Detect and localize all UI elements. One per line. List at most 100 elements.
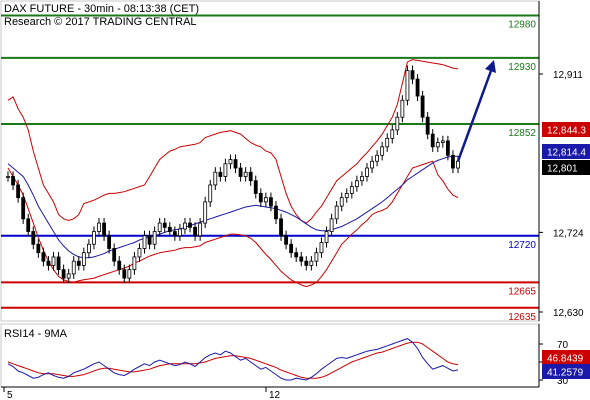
rsi-tick-label: 70 bbox=[557, 340, 569, 351]
candle-body bbox=[81, 252, 86, 266]
candle-body bbox=[380, 146, 385, 156]
candle-body bbox=[203, 201, 208, 224]
candle-body bbox=[198, 222, 203, 237]
candle-body bbox=[117, 260, 122, 271]
candle-body bbox=[137, 248, 142, 258]
level-label-12720: 12720 bbox=[508, 240, 536, 251]
candle-body bbox=[440, 140, 445, 144]
projection-arrow-shaft bbox=[456, 67, 494, 162]
candle-body bbox=[253, 180, 258, 194]
rsi-lines bbox=[7, 338, 459, 381]
candle-body bbox=[400, 99, 405, 118]
price-value-tags: 12,844.3 12,814.4 12,801 bbox=[542, 122, 590, 175]
candle-body bbox=[208, 184, 213, 203]
candle-body bbox=[430, 133, 435, 148]
rsi-tag-rsi bbox=[542, 364, 590, 379]
candle-body bbox=[445, 140, 450, 156]
candle-body bbox=[248, 171, 253, 182]
candle-body bbox=[56, 256, 61, 271]
candle-body bbox=[228, 159, 233, 165]
rsi-tick-label: 30 bbox=[557, 376, 569, 387]
candle-body bbox=[365, 167, 369, 177]
candle-body bbox=[122, 269, 127, 279]
candle-body bbox=[76, 260, 81, 266]
candle-body bbox=[162, 222, 167, 228]
candle-body bbox=[284, 235, 288, 245]
candle-body bbox=[11, 176, 15, 186]
x-tick-label: 5 bbox=[7, 390, 13, 400]
candle-body bbox=[425, 116, 430, 135]
candle-body bbox=[102, 222, 106, 237]
x-axis: 5 12 bbox=[1, 386, 539, 400]
candle-body bbox=[21, 197, 26, 220]
candle-body bbox=[269, 197, 273, 207]
rsi-value-tags: 46.8439 41.2579 bbox=[542, 350, 590, 379]
candle-body bbox=[410, 70, 415, 80]
candle-body bbox=[279, 218, 283, 237]
price-y-axis: 12,911 12,724 12,630 bbox=[538, 1, 584, 321]
chart-subtitle: Research © 2017 TRADING CENTRAL bbox=[4, 16, 197, 28]
candle-body bbox=[415, 78, 420, 97]
candle-body bbox=[213, 171, 218, 186]
level-label-12852: 12852 bbox=[508, 128, 536, 139]
candle-body bbox=[97, 222, 101, 232]
candle-body bbox=[86, 243, 91, 254]
candle-body bbox=[390, 129, 395, 139]
levels: 12980 12930 12852 12720 12665 12635 bbox=[1, 14, 539, 323]
candle-body bbox=[6, 176, 10, 178]
candle-body bbox=[223, 163, 228, 177]
candle-body bbox=[360, 176, 364, 182]
rsi-tag-label-rsi_ma: 46.8439 bbox=[547, 354, 584, 365]
candle-body bbox=[238, 167, 243, 177]
candle-body bbox=[233, 159, 238, 169]
candle-body bbox=[375, 154, 380, 162]
candle-body bbox=[157, 222, 162, 232]
candle-body bbox=[349, 186, 354, 194]
candle-body bbox=[299, 256, 304, 262]
candle-body bbox=[344, 193, 349, 199]
candle-body bbox=[243, 171, 248, 177]
candle-body bbox=[334, 205, 339, 220]
rsi-plot-area bbox=[0, 323, 540, 388]
projection-arrow bbox=[456, 60, 496, 162]
candle-body bbox=[112, 248, 117, 262]
candle-body bbox=[61, 269, 66, 279]
candle-body bbox=[218, 171, 223, 177]
candle-body bbox=[405, 70, 410, 101]
rsi-tag-label-rsi: 41.2579 bbox=[547, 368, 584, 379]
candle-body bbox=[324, 231, 329, 243]
x-tick-label: 12 bbox=[269, 390, 281, 400]
candle-body bbox=[289, 243, 294, 254]
candle-body bbox=[304, 260, 309, 266]
candle-body bbox=[66, 273, 71, 279]
projection-arrow-head bbox=[485, 60, 496, 73]
candle-body bbox=[370, 160, 374, 169]
level-label-12635: 12635 bbox=[508, 312, 536, 323]
level-label-12930: 12930 bbox=[508, 62, 536, 73]
level-label-12980: 12980 bbox=[508, 20, 536, 31]
candle-body bbox=[274, 205, 278, 220]
candle-body bbox=[46, 260, 51, 266]
candle-body bbox=[183, 222, 187, 230]
value-tag-label-last: 12,801 bbox=[547, 164, 578, 175]
candle-body bbox=[420, 95, 425, 118]
candle-body bbox=[51, 256, 56, 266]
candle-body bbox=[172, 231, 177, 237]
candle-body bbox=[132, 256, 137, 271]
candle-body bbox=[127, 269, 132, 279]
price-plot-area bbox=[0, 0, 540, 322]
rsi-tag-rsi_ma bbox=[542, 350, 590, 365]
price-tick-label: 12,911 bbox=[553, 70, 583, 81]
candle-body bbox=[188, 222, 192, 228]
candle-body bbox=[26, 218, 31, 232]
candle-body bbox=[319, 242, 324, 254]
candle-body bbox=[339, 197, 344, 207]
value-tag-last bbox=[542, 160, 590, 175]
candle-body bbox=[41, 252, 46, 262]
value-tag-label-ma: 12,814.4 bbox=[547, 148, 586, 159]
price-panel: 12980 12930 12852 12720 12665 12635 DAX FUTUR… bbox=[0, 0, 590, 323]
candle-body bbox=[193, 226, 197, 237]
candle-body bbox=[142, 235, 147, 249]
value-tag-ma bbox=[542, 144, 590, 159]
